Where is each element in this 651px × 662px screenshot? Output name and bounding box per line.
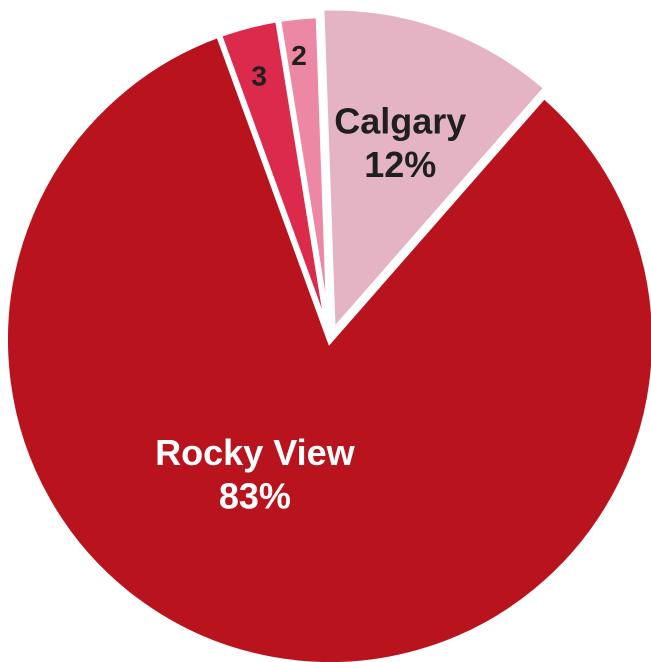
pie-labels: Calgary 12% Rocky View 83% 32 [155, 40, 466, 516]
pie-label-name: 3 [251, 61, 267, 92]
pie-label-calgary: Calgary 12% [334, 101, 466, 185]
pie-slices [2, 4, 651, 662]
pie-label-3: 3 [251, 61, 267, 92]
pie-slice-2 [274, 12, 333, 341]
pie-label-name: Rocky View [155, 432, 355, 473]
pie-label-value: 83% [219, 475, 291, 516]
pie-label-2: 2 [291, 40, 307, 71]
pie-slice-calgary [318, 4, 551, 341]
pie-label-rocky-view: Rocky View 83% [155, 432, 355, 516]
pie-label-name: Calgary [334, 101, 466, 142]
pie-label-name: 2 [291, 40, 307, 71]
pie-label-value: 12% [364, 144, 436, 185]
pie-slice-rocky-view [2, 30, 651, 662]
